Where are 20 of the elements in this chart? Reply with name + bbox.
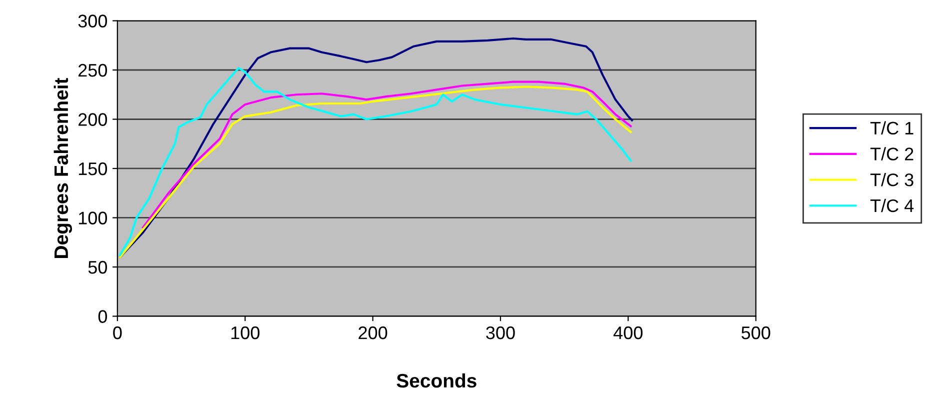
legend-label: T/C 4 (870, 198, 914, 212)
legend-label: T/C 1 (870, 121, 914, 135)
x-tick-label: 400 (614, 326, 643, 340)
line-series (142, 80, 632, 229)
legend-label: T/C 3 (870, 173, 914, 186)
x-axis-title: Seconds (396, 373, 476, 388)
x-tick-label: 200 (358, 326, 388, 340)
y-tick-label: 50 (88, 260, 108, 274)
legend-label: T/C 2 (870, 147, 914, 160)
y-tick-label: 250 (78, 64, 108, 77)
x-tick-label: 300 (486, 326, 515, 340)
y-axis-title: Degrees Fahrenheit (54, 78, 72, 258)
x-tick-label: 0 (113, 326, 122, 340)
x-tick-label: 500 (742, 326, 770, 340)
y-tick-label: 200 (78, 113, 108, 126)
y-tick-label: 100 (78, 212, 108, 224)
x-tick-label: 100 (231, 326, 260, 340)
y-tick-label: 150 (78, 162, 108, 176)
y-tick-label: 300 (78, 14, 108, 28)
y-tick-label: 0 (98, 310, 108, 323)
